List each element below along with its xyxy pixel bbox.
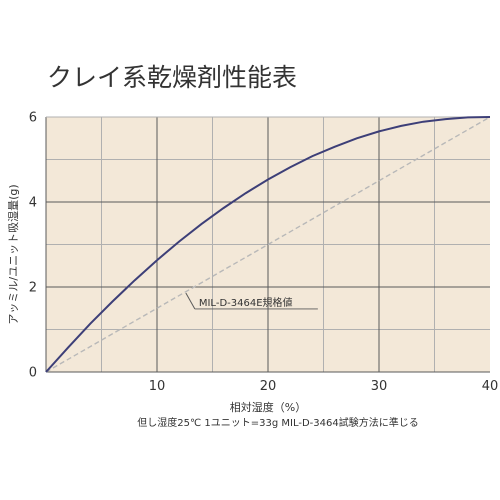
y-tick-label: 2 [29,281,37,296]
x-tick-label: 20 [260,379,277,394]
series-label-mil-spec: MIL-D-3464E規格値 [199,296,293,309]
footnote: 但し湿度25℃ 1ユニット=33g MIL-D-3464試験方法に準じる [137,416,418,429]
y-tick-label: 0 [29,366,37,381]
chart-title: クレイ系乾燥剤性能表 [47,63,297,92]
y-tick-label: 6 [29,111,37,126]
grid [45,116,490,373]
tick-labels: 0 2 4 6 10 20 30 40 [29,111,499,395]
annotations: MIL-D-3464E規格値 [185,292,318,310]
series-layer [45,116,491,373]
x-tick-label: 10 [149,379,166,394]
x-axis-label: 相対湿度（%） [230,400,306,414]
series-line-mil-spec [45,116,491,373]
x-tick-label: 40 [482,379,499,394]
y-axis-label: アッミル/ユニット吸湿量(g) [7,184,20,324]
series-line-clay-desiccant [45,116,491,373]
annotation-leader-line [185,292,196,310]
x-tick-label: 30 [371,379,388,394]
y-tick-label: 4 [29,196,37,211]
